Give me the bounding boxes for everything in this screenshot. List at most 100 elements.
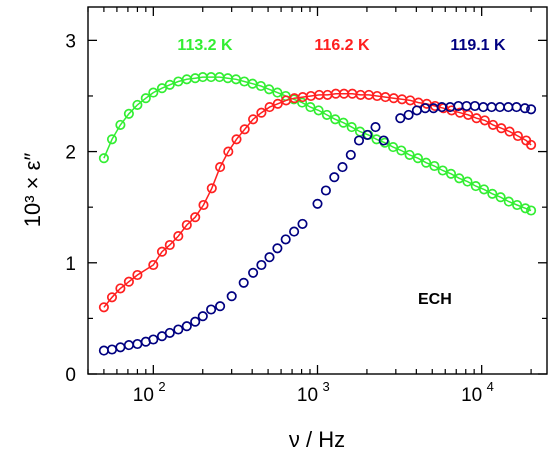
data-point bbox=[487, 188, 498, 199]
data-point bbox=[223, 146, 234, 157]
data-point bbox=[526, 104, 537, 115]
data-point bbox=[437, 165, 448, 176]
data-point bbox=[395, 113, 406, 124]
data-point bbox=[156, 246, 168, 257]
data-point bbox=[320, 185, 331, 196]
data-point bbox=[520, 203, 531, 214]
fit-line bbox=[103, 92, 532, 308]
data-point bbox=[503, 196, 514, 207]
data-point bbox=[297, 218, 308, 229]
data-point bbox=[197, 311, 208, 322]
data-point bbox=[98, 302, 109, 313]
data-point bbox=[106, 134, 118, 145]
data-point bbox=[412, 153, 423, 164]
data-point bbox=[173, 231, 184, 242]
series-116-2-k bbox=[98, 88, 537, 313]
data-point bbox=[478, 102, 489, 113]
data-point bbox=[454, 173, 465, 184]
data-point bbox=[312, 198, 323, 209]
data-point bbox=[280, 234, 291, 245]
data-point bbox=[330, 114, 341, 125]
data-point bbox=[504, 126, 515, 137]
data-point bbox=[255, 80, 266, 92]
series-119-1-k bbox=[98, 100, 537, 356]
data-point bbox=[206, 304, 217, 315]
data-point bbox=[305, 102, 316, 113]
data-point bbox=[264, 102, 275, 113]
data-point bbox=[297, 97, 308, 108]
data-point bbox=[148, 87, 159, 98]
data-point bbox=[526, 139, 537, 150]
data-point bbox=[512, 199, 523, 211]
legend-entry: 116.2 K bbox=[314, 37, 370, 54]
x-tick-exponent: 2 bbox=[158, 379, 165, 394]
data-point bbox=[353, 135, 365, 146]
y-axis-label: 10³ × ε″ bbox=[20, 153, 45, 228]
data-point bbox=[362, 129, 373, 140]
data-point bbox=[511, 102, 522, 113]
data-point bbox=[164, 239, 175, 251]
data-point bbox=[132, 269, 143, 281]
data-point bbox=[181, 321, 192, 332]
data-point bbox=[106, 292, 118, 303]
data-point bbox=[421, 157, 432, 168]
data-point bbox=[337, 162, 348, 173]
y-tick-label: 3 bbox=[65, 31, 76, 52]
data-point bbox=[140, 93, 151, 104]
data-point bbox=[495, 192, 506, 203]
data-point bbox=[132, 99, 143, 110]
legend: 113.2 K 116.2 K 119.1 K bbox=[177, 37, 506, 54]
x-tick-label: 10 bbox=[461, 385, 482, 406]
data-point bbox=[239, 124, 250, 135]
data-point bbox=[321, 109, 332, 120]
data-point bbox=[106, 344, 118, 355]
data-point bbox=[487, 119, 499, 130]
data-point bbox=[469, 100, 480, 112]
data-point bbox=[429, 160, 440, 172]
data-point bbox=[164, 79, 175, 90]
data-point bbox=[519, 103, 530, 114]
data-point bbox=[115, 342, 126, 353]
data-point bbox=[313, 105, 324, 116]
fit-line bbox=[103, 76, 532, 212]
y-tick-label: 2 bbox=[65, 143, 76, 164]
data-point bbox=[115, 283, 126, 294]
y-tick-label: 0 bbox=[65, 365, 76, 386]
data-point bbox=[445, 168, 457, 179]
y-tick-label: 1 bbox=[65, 254, 76, 275]
x-tick-exponent: 4 bbox=[487, 379, 494, 394]
data-point bbox=[206, 183, 217, 194]
data-point bbox=[411, 105, 422, 116]
data-point bbox=[231, 134, 242, 145]
data-point bbox=[123, 340, 134, 351]
data-point bbox=[470, 181, 481, 192]
data-point bbox=[478, 184, 490, 195]
data-point bbox=[181, 219, 192, 231]
data-point bbox=[272, 98, 283, 109]
data-point bbox=[256, 259, 267, 271]
data-point bbox=[346, 122, 357, 133]
data-point bbox=[486, 102, 497, 113]
data-point bbox=[512, 130, 523, 142]
data-point bbox=[403, 109, 414, 120]
data-point bbox=[248, 114, 259, 125]
data-point bbox=[272, 243, 283, 254]
data-point bbox=[370, 122, 381, 133]
data-point bbox=[98, 345, 109, 356]
data-point bbox=[226, 291, 237, 302]
data-point bbox=[198, 199, 209, 211]
data-point bbox=[264, 252, 275, 263]
data-point bbox=[378, 135, 389, 146]
x-tick-exponent: 3 bbox=[323, 379, 330, 394]
data-point bbox=[496, 123, 507, 134]
data-point bbox=[404, 149, 415, 160]
data-point bbox=[388, 142, 399, 153]
data-point bbox=[371, 134, 382, 145]
data-point bbox=[289, 226, 300, 237]
data-point bbox=[338, 117, 349, 128]
data-point bbox=[396, 145, 407, 156]
legend-entry: 119.1 K bbox=[450, 37, 506, 54]
axis-ticks: 10 2 10 3 10 4 0 1 2 3 bbox=[65, 7, 547, 406]
data-point bbox=[123, 108, 134, 119]
series-113-2-k bbox=[98, 72, 537, 216]
